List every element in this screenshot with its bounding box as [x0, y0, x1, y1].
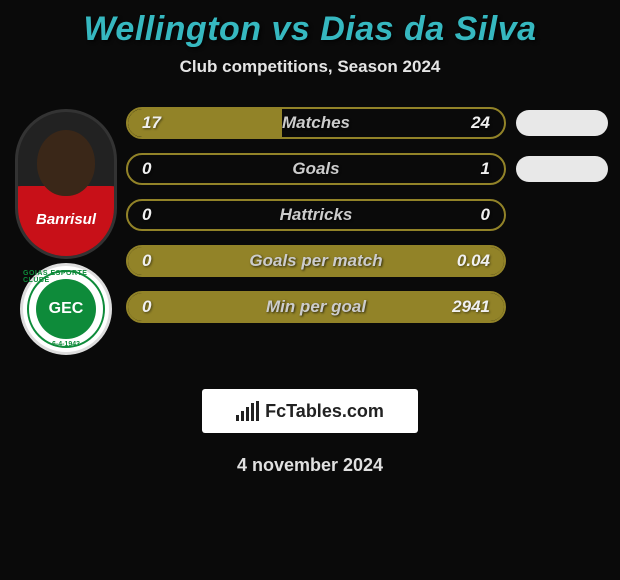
stat-label: Matches: [282, 113, 350, 133]
stat-value-right: 0: [481, 205, 490, 225]
stat-label: Hattricks: [280, 205, 353, 225]
stat-row: 0 Goals per match 0.04: [126, 245, 608, 277]
stat-row: 0 Min per goal 2941: [126, 291, 608, 323]
player-head: [37, 130, 95, 196]
stat-value-left: 0: [142, 205, 151, 225]
stat-label: Goals per match: [249, 251, 382, 271]
stat-value-left: 17: [142, 113, 161, 133]
stat-row: 0 Hattricks 0: [126, 199, 608, 231]
player-avatar: Banrisul: [15, 109, 117, 259]
stat-bars: 17 Matches 24 0 Goals 1 0 Hattricks 0 0 Goals per …: [126, 107, 614, 337]
club-date-text: 6-4-1943: [52, 341, 80, 348]
brand-text: FcTables.com: [265, 401, 384, 422]
club-badge: GOIAS ESPORTE CLUBE GEC 6-4-1943: [20, 263, 112, 355]
stat-bar: 0 Goals 1: [126, 153, 506, 185]
stat-row: 0 Goals 1: [126, 153, 608, 185]
stat-bar: 0 Hattricks 0: [126, 199, 506, 231]
stat-value-left: 0: [142, 159, 151, 179]
jersey-sponsor: Banrisul: [36, 211, 96, 228]
stat-bar: 17 Matches 24: [126, 107, 506, 139]
content-row: Banrisul GOIAS ESPORTE CLUBE GEC 6-4-194…: [0, 107, 620, 355]
club-monogram: GEC: [49, 300, 84, 318]
comparison-card: Wellington vs Dias da Silva Club competi…: [0, 0, 620, 476]
brand-chart-icon: [236, 401, 259, 421]
stat-value-left: 0: [142, 297, 151, 317]
stat-row: 17 Matches 24: [126, 107, 608, 139]
stat-value-right: 2941: [452, 297, 490, 317]
footer-date: 4 november 2024: [0, 455, 620, 476]
page-title: Wellington vs Dias da Silva: [0, 10, 620, 49]
stat-bar: 0 Goals per match 0.04: [126, 245, 506, 277]
club-inner-circle: GEC: [36, 279, 96, 339]
avatar-column: Banrisul GOIAS ESPORTE CLUBE GEC 6-4-194…: [6, 107, 126, 355]
stat-value-left: 0: [142, 251, 151, 271]
ratio-pill: [516, 110, 608, 136]
stat-label: Goals: [292, 159, 339, 179]
stat-value-right: 24: [471, 113, 490, 133]
stat-bar: 0 Min per goal 2941: [126, 291, 506, 323]
ratio-pill: [516, 156, 608, 182]
stat-label: Min per goal: [266, 297, 366, 317]
stat-value-right: 1: [481, 159, 490, 179]
subtitle: Club competitions, Season 2024: [0, 57, 620, 77]
stat-value-right: 0.04: [457, 251, 490, 271]
brand-badge: FcTables.com: [202, 389, 418, 433]
